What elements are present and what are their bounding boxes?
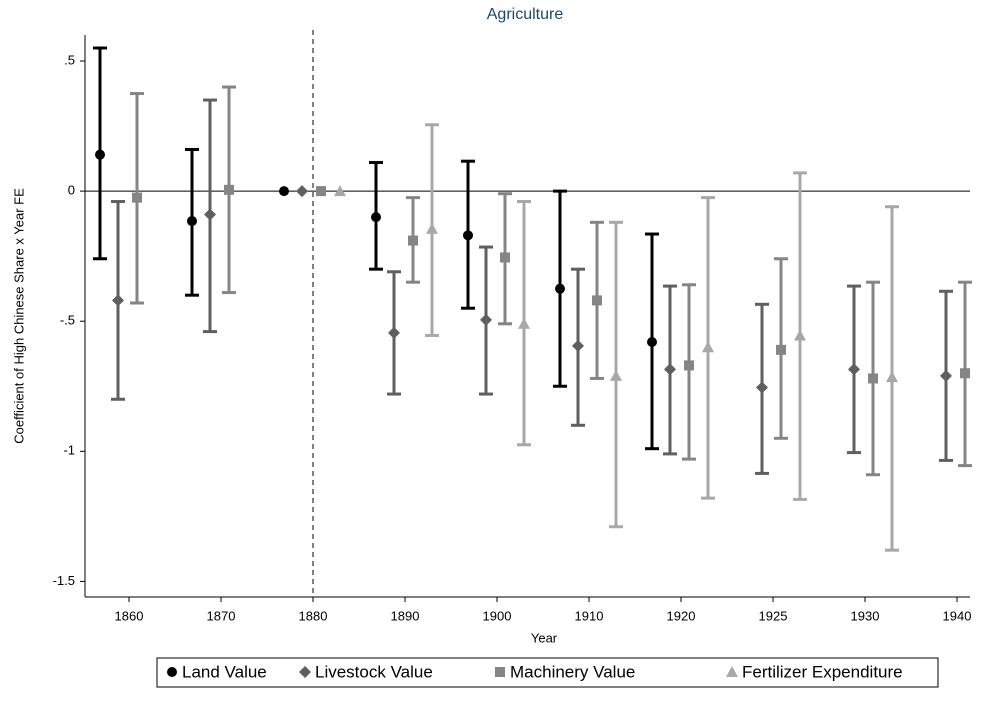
x-tick-label: 1880: [299, 608, 328, 623]
point: [371, 212, 381, 223]
point: [886, 371, 898, 383]
legend-box: [156, 657, 939, 688]
point: [647, 337, 657, 348]
point: [408, 235, 418, 246]
point: [684, 360, 694, 371]
y-tick-label: -1: [63, 443, 75, 458]
point: [426, 222, 438, 234]
legend-marker: [167, 667, 177, 677]
x-tick-label: 1900: [483, 608, 512, 623]
y-tick-label: -.5: [60, 313, 75, 328]
y-tick-label: -1.5: [53, 573, 75, 588]
point: [960, 368, 970, 379]
x-tick-label: 1870: [207, 608, 236, 623]
point: [518, 317, 530, 329]
x-tick-label: 1910: [575, 608, 604, 623]
point: [463, 230, 473, 241]
point: [480, 313, 492, 326]
x-tick-label: 1940: [943, 608, 972, 623]
point: [204, 208, 216, 221]
point: [316, 186, 326, 197]
error-bar: [682, 283, 696, 461]
x-tick-label: 1920: [667, 608, 696, 623]
point: [334, 185, 346, 197]
point: [664, 363, 676, 376]
legend-label: Land Value: [182, 662, 267, 681]
legend-label: Machinery Value: [510, 662, 635, 681]
y-axis-label: Coefficient of High Chinese Share x Year…: [11, 188, 26, 444]
legend-marker: [495, 667, 505, 677]
point: [702, 341, 714, 353]
point: [572, 339, 584, 352]
x-tick-label: 1925: [759, 608, 788, 623]
y-tick-label: 0: [68, 183, 75, 198]
x-tick-label: 1930: [851, 608, 880, 623]
chart-title: Agriculture: [487, 6, 564, 23]
legend-label: Livestock Value: [315, 662, 433, 681]
legend-marker: [726, 666, 738, 677]
point: [187, 216, 197, 227]
point: [224, 184, 234, 195]
legend-label: Fertilizer Expenditure: [742, 662, 903, 681]
point: [848, 363, 860, 376]
point: [592, 295, 602, 306]
point: [940, 369, 952, 382]
point: [610, 369, 622, 381]
point: [868, 373, 878, 384]
x-axis-label: Year: [531, 630, 558, 645]
legend-marker: [299, 666, 311, 678]
point: [794, 329, 806, 341]
x-tick-label: 1890: [391, 608, 420, 623]
point: [555, 283, 565, 294]
point: [776, 344, 786, 355]
point: [756, 381, 768, 394]
point: [500, 252, 510, 263]
y-tick-label: .5: [64, 52, 75, 67]
x-tick-label: 1860: [115, 608, 144, 623]
point: [95, 149, 105, 160]
point: [388, 326, 400, 339]
point: [132, 192, 142, 203]
point: [279, 186, 289, 197]
point: [112, 294, 124, 307]
point: [296, 185, 308, 198]
